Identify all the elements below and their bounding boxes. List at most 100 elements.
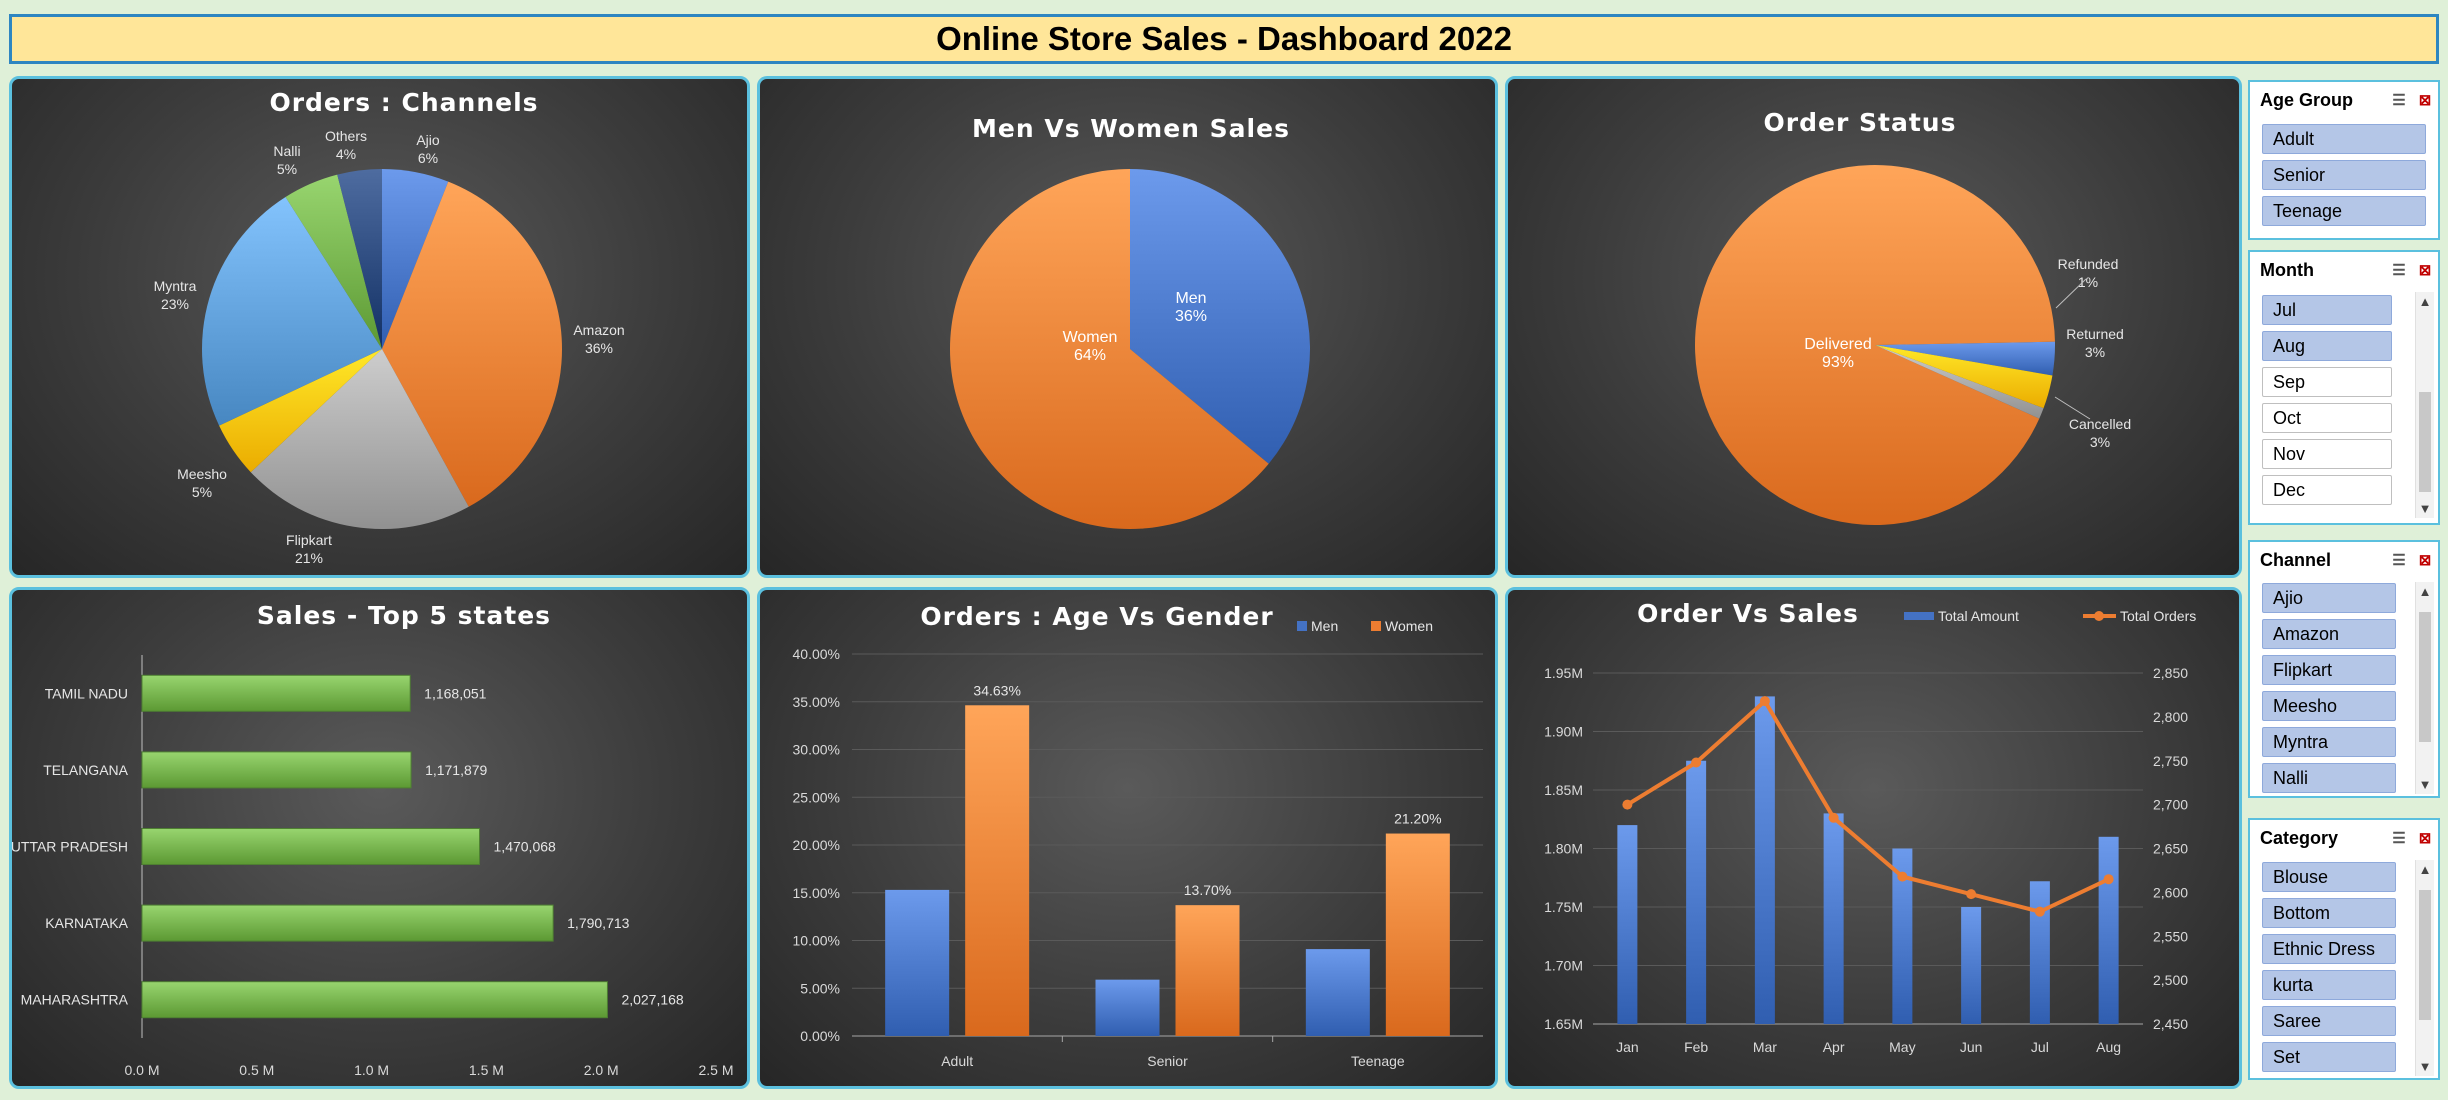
slicer-item-oct[interactable]: Oct (2262, 403, 2392, 433)
scroll-down-icon[interactable]: ▼ (2416, 777, 2434, 792)
category-label: TELANGANA (43, 762, 128, 778)
y-tick-label: 1.85M (1544, 782, 1583, 798)
chart-title: Orders : Channels (269, 88, 538, 117)
y-tick-label: 15.00% (793, 885, 840, 901)
scroll-up-icon[interactable]: ▲ (2416, 862, 2434, 877)
clear-filter-icon[interactable]: ⊠ (2412, 91, 2438, 109)
slicer-item-adult[interactable]: Adult (2262, 124, 2426, 154)
multi-select-icon[interactable]: ☰ (2386, 829, 2412, 847)
point-total-orders-may (1897, 872, 1907, 882)
slicer-item-nov[interactable]: Nov (2262, 439, 2392, 469)
slicer-item-teenage[interactable]: Teenage (2262, 196, 2426, 226)
scroll-down-icon[interactable]: ▼ (2416, 1059, 2434, 1074)
slicer-item-ajio[interactable]: Ajio (2262, 583, 2396, 613)
y-tick-label: 1.90M (1544, 724, 1583, 740)
y-tick-label: 20.00% (793, 837, 840, 853)
y2-tick-label: 2,750 (2153, 753, 2188, 769)
point-total-orders-feb (1691, 758, 1701, 768)
bar-total-amount-jun (1961, 907, 1981, 1024)
pie-label-name: Others (325, 128, 367, 144)
age-group-slicer-title: Age Group (2260, 90, 2386, 111)
y-tick-label: 25.00% (793, 789, 840, 805)
pie-label-value: 6% (418, 150, 438, 166)
slicer-item-flipkart[interactable]: Flipkart (2262, 655, 2396, 685)
chart-title: Orders : Age Vs Gender (920, 602, 1273, 631)
slicer-item-saree[interactable]: Saree (2262, 1006, 2396, 1036)
pie-label-returned: Returned 3% (2066, 326, 2124, 360)
slicer-item-aug[interactable]: Aug (2262, 331, 2392, 361)
y2-tick-label: 2,450 (2153, 1016, 2188, 1032)
y2-tick-label: 2,800 (2153, 709, 2188, 725)
y2-tick-label: 2,500 (2153, 972, 2188, 988)
pie-label-flipkart: Flipkart21% (286, 532, 332, 566)
slicer-item-jul[interactable]: Jul (2262, 295, 2392, 325)
pie-label-ajio: Ajio6% (416, 132, 440, 166)
legend-swatch (1904, 612, 1934, 620)
chart-svg: Men Vs Women SalesMen36%Women64% (760, 79, 1495, 575)
slicer-item-senior[interactable]: Senior (2262, 160, 2426, 190)
multi-select-icon[interactable]: ☰ (2386, 551, 2412, 569)
dashboard-title-bar: Online Store Sales - Dashboard 2022 (9, 14, 2439, 64)
scroll-up-icon[interactable]: ▲ (2416, 294, 2434, 309)
pie-label-name: Delivered (1804, 336, 1872, 353)
slicer-scrollbar[interactable]: ▲ ▼ (2415, 292, 2434, 518)
chart-title: Order Vs Sales (1637, 599, 1859, 628)
slicer-item-myntra[interactable]: Myntra (2262, 727, 2396, 757)
slicer-item-amazon[interactable]: Amazon (2262, 619, 2396, 649)
slicer-item-blouse[interactable]: Blouse (2262, 862, 2396, 892)
slicer-scrollbar[interactable]: ▲ ▼ (2415, 582, 2434, 794)
slicer-item-sep[interactable]: Sep (2262, 367, 2392, 397)
point-total-orders-mar (1760, 696, 1770, 706)
bar-total-amount-jan (1617, 825, 1637, 1024)
bar-telangana (142, 752, 411, 788)
chart-svg: Order Vs Sales1.65M1.70M1.75M1.80M1.85M1… (1508, 590, 2239, 1086)
chart-title: Order Status (1764, 108, 1957, 137)
multi-select-icon[interactable]: ☰ (2386, 91, 2412, 109)
scrollbar-thumb[interactable] (2419, 392, 2431, 492)
slicer-item-dec[interactable]: Dec (2262, 475, 2392, 505)
age-vs-gender-panel: Orders : Age Vs Gender 0.00% 5.00% 10.00% 15… (757, 587, 1498, 1089)
data-label: 21.20% (1394, 811, 1441, 827)
category-label: Jun (1960, 1039, 1983, 1055)
age-group-slicer: Age Group ☰ ⊠ Adult Senior Teenage (2248, 80, 2440, 240)
clear-filter-icon[interactable]: ⊠ (2412, 551, 2438, 569)
slicer-item-kurta[interactable]: kurta (2262, 970, 2396, 1000)
bar-men-senior (1096, 980, 1160, 1036)
y-tick-label: 1.70M (1544, 958, 1583, 974)
slicer-item-set[interactable]: Set (2262, 1042, 2396, 1072)
multi-select-icon[interactable]: ☰ (2386, 261, 2412, 279)
slicer-item-meesho[interactable]: Meesho (2262, 691, 2396, 721)
data-label: 1,470,068 (494, 839, 556, 855)
y-tick-label: 10.00% (793, 933, 840, 949)
x-tick-label: 1.5 M (469, 1062, 504, 1078)
y2-tick-label: 2,550 (2153, 928, 2188, 944)
slicer-item-bottom[interactable]: Bottom (2262, 898, 2396, 928)
pie-label-name: Refunded (2058, 256, 2119, 272)
category-slicer: Category ☰ ⊠ Blouse Bottom Ethnic Dress kur… (2248, 818, 2440, 1080)
category-label: Senior (1147, 1053, 1188, 1069)
y-tick-label: 1.65M (1544, 1016, 1583, 1032)
category-slicer-title: Category (2260, 828, 2386, 849)
pie-label-nalli: Nalli5% (273, 143, 300, 177)
chart-svg: Orders : Channels Ajio 6% Amazon 36% Flipkart… (12, 79, 747, 575)
scrollbar-thumb[interactable] (2419, 612, 2431, 742)
scroll-up-icon[interactable]: ▲ (2416, 584, 2434, 599)
pie-label-name: Amazon (573, 322, 624, 338)
clear-filter-icon[interactable]: ⊠ (2412, 261, 2438, 279)
pie-label-meesho: Meesho5% (177, 466, 227, 500)
bar-women-senior (1176, 905, 1240, 1036)
y-tick-label: 5.00% (800, 980, 840, 996)
scrollbar-thumb[interactable] (2419, 890, 2431, 1020)
category-label: Jan (1616, 1039, 1639, 1055)
bar-karnataka (142, 905, 553, 941)
clear-filter-icon[interactable]: ⊠ (2412, 829, 2438, 847)
bar-uttar-pradesh (142, 829, 480, 865)
slicer-item-ethnic-dress[interactable]: Ethnic Dress (2262, 934, 2396, 964)
slicer-item-nalli[interactable]: Nalli (2262, 763, 2396, 793)
data-label: 1,171,879 (425, 762, 487, 778)
scroll-down-icon[interactable]: ▼ (2416, 501, 2434, 516)
category-label: Mar (1753, 1039, 1777, 1055)
slicer-scrollbar[interactable]: ▲ ▼ (2415, 860, 2434, 1076)
legend-label: Total Amount (1938, 608, 2019, 624)
pie-label-others: Others4% (325, 128, 367, 162)
